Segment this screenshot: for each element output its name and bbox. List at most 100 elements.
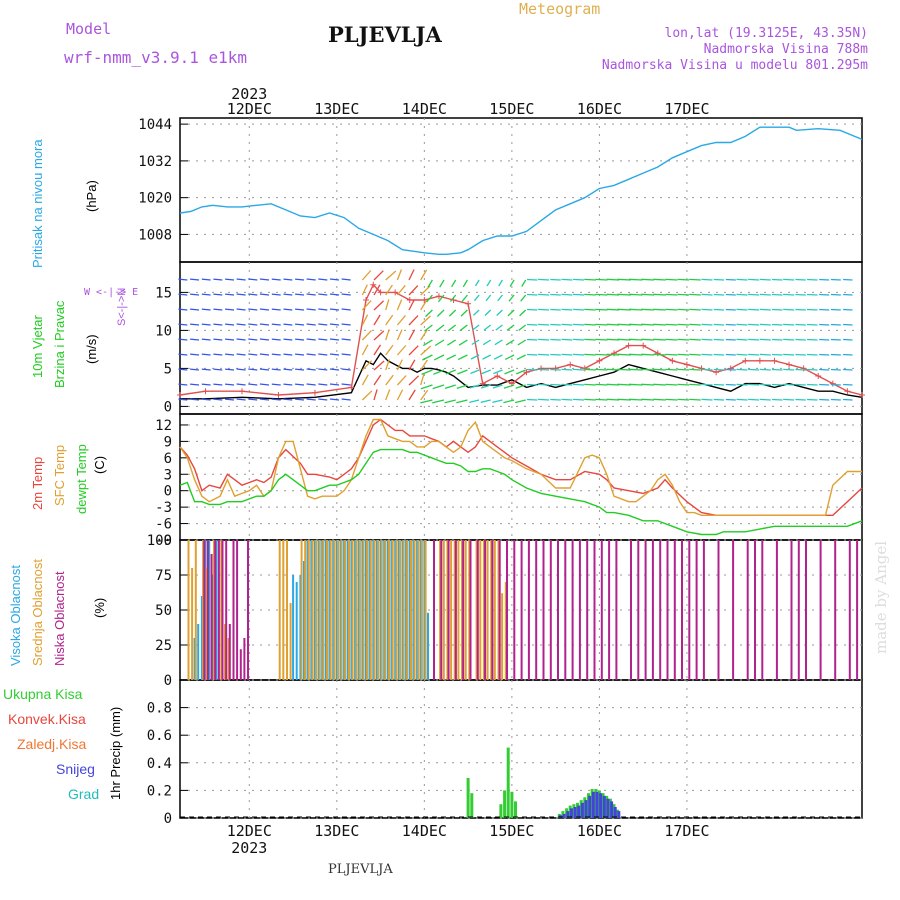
wind-arrow <box>641 293 655 296</box>
bar-total_precip <box>499 804 503 818</box>
wind-arrow <box>713 293 725 296</box>
bar-snow <box>595 791 599 818</box>
wind-arrow <box>271 323 281 326</box>
bar-mid_cloud <box>504 582 507 680</box>
wind-arrow <box>748 383 760 386</box>
wind-arrow <box>771 353 783 356</box>
pressure-unit: (hPa) <box>84 180 99 212</box>
bar-snow <box>569 808 573 818</box>
bar-low_cloud <box>491 540 494 680</box>
ytick-label-temperature: 3 <box>164 467 172 483</box>
wind-arrow <box>584 398 596 401</box>
wind-arrow <box>385 314 394 326</box>
bar-high_cloud <box>375 540 378 680</box>
gust-point <box>771 357 778 364</box>
bar-high_cloud <box>313 540 316 680</box>
wind-arrow <box>783 398 795 401</box>
wind-arrow <box>201 368 211 371</box>
wind-arrow <box>617 308 631 311</box>
bar-mid_cloud <box>304 540 307 680</box>
wind-arrow <box>485 294 492 302</box>
wind-arrow <box>561 293 573 296</box>
bar-total_precip <box>506 747 510 818</box>
wind-arrow <box>538 368 550 371</box>
wind-arrow <box>573 368 585 371</box>
wind-arrow <box>385 270 397 281</box>
bar-mid_cloud <box>307 540 310 680</box>
bar-mid_cloud <box>278 540 281 680</box>
wind-arrow <box>420 389 429 401</box>
bar-mid_cloud <box>486 540 489 680</box>
wind-arrow <box>446 354 456 361</box>
wind-arrow <box>469 384 480 389</box>
wind-arrow <box>449 294 457 302</box>
wind-arrow <box>843 368 853 371</box>
wind-arrow <box>361 284 368 296</box>
wind-arrow <box>373 360 385 371</box>
wind-arrow <box>329 398 340 401</box>
wind-arrow <box>458 339 468 346</box>
gust-point <box>683 361 690 368</box>
bar-mid_cloud <box>358 540 361 680</box>
wind-arrow <box>806 368 818 371</box>
bar-low_cloud <box>644 540 647 680</box>
wind-arrow <box>595 323 608 326</box>
bar-snow <box>573 807 577 818</box>
bar-snow <box>591 791 595 818</box>
gust-point <box>859 392 865 398</box>
wind-arrow <box>433 369 445 375</box>
wind-arrow <box>713 353 725 356</box>
wind-arrow <box>318 368 328 371</box>
wind-arrow <box>271 278 281 281</box>
wind-arrow <box>283 323 293 326</box>
wind-arrow <box>178 398 188 401</box>
wind-arrow <box>436 309 445 317</box>
bar-mid_cloud <box>446 540 449 680</box>
bar-high_cloud <box>332 540 335 680</box>
wind-arrow <box>736 308 748 311</box>
wind-arrow <box>408 329 416 341</box>
gust-point <box>786 361 793 368</box>
wind-arrow <box>457 369 468 375</box>
precip-legend-frozen: Zaledj.Kisa <box>17 736 87 752</box>
wind-arrow <box>665 383 678 386</box>
wind-arrow <box>748 353 760 356</box>
wind-arrow <box>190 353 200 356</box>
wind-arrow <box>385 284 393 296</box>
wind-arrow <box>653 323 666 326</box>
precip-legend-hail: Grad <box>68 786 100 802</box>
wind-arrow <box>422 339 433 347</box>
wind-arrow <box>420 329 428 341</box>
wind-arrow <box>653 398 666 401</box>
wind-arrow <box>606 353 620 356</box>
wind-arrow <box>456 384 468 390</box>
wind-arrow <box>595 278 608 281</box>
bar-mid_cloud <box>501 593 504 680</box>
wind-arrow <box>806 338 818 341</box>
wind-arrow <box>213 323 223 326</box>
wind-arrow <box>481 369 491 375</box>
bar-low_cloud <box>549 540 552 680</box>
precip-unit: 1hr Precip (mm) <box>108 706 123 800</box>
bar-low_cloud <box>506 540 508 680</box>
bar-mid_cloud <box>406 540 409 680</box>
wind-arrow <box>295 323 305 326</box>
gust-point <box>348 384 355 391</box>
gust-point <box>596 357 603 364</box>
wind-arrow <box>736 323 748 326</box>
wind-arrow <box>677 338 690 341</box>
wind-arrow <box>496 309 503 316</box>
gust-point <box>829 380 836 387</box>
bar-low_cloud <box>214 540 217 680</box>
wind-arrow <box>595 353 608 356</box>
bar-low_cloud <box>476 540 479 680</box>
bar-low_cloud <box>673 540 676 680</box>
wind-arrow <box>295 293 305 296</box>
wind-title: 10m Vjetar <box>30 315 45 378</box>
wind-arrow <box>426 294 433 303</box>
bar-low_cloud <box>498 540 501 680</box>
bar-mid_cloud <box>355 540 358 680</box>
bar-snow <box>610 801 614 818</box>
day-label-top: 17DEC <box>664 100 709 118</box>
